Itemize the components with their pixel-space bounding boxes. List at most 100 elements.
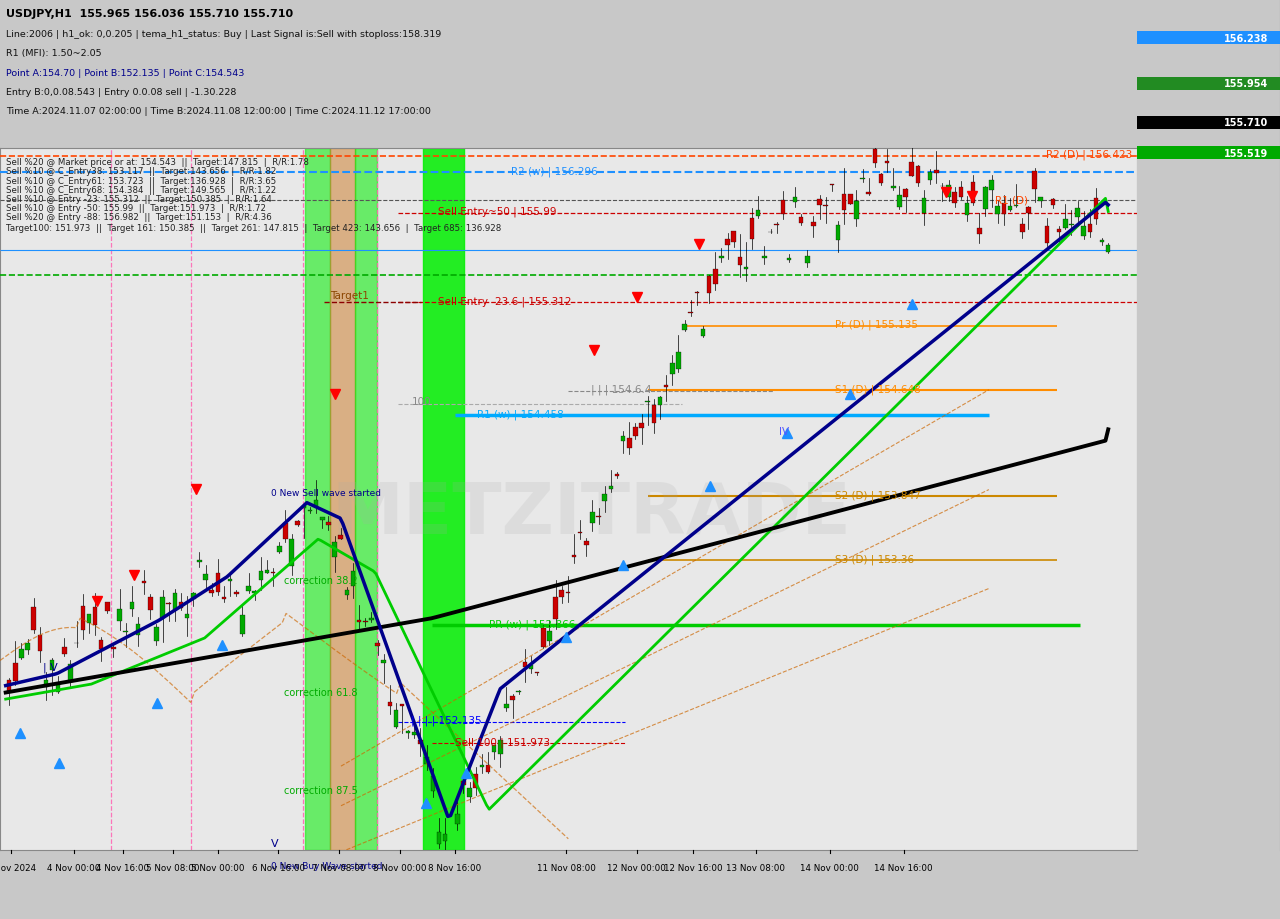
FancyBboxPatch shape bbox=[1137, 147, 1280, 160]
Bar bbox=[621, 437, 626, 442]
Bar bbox=[664, 386, 668, 388]
Bar bbox=[276, 546, 282, 552]
Bar bbox=[412, 732, 416, 735]
Bar bbox=[639, 424, 644, 429]
Bar bbox=[977, 229, 982, 235]
Text: 4 Nov 00:00: 4 Nov 00:00 bbox=[47, 863, 101, 872]
Bar bbox=[1075, 209, 1080, 218]
Bar bbox=[1069, 225, 1074, 226]
Bar bbox=[934, 170, 938, 174]
Bar bbox=[136, 624, 141, 635]
Bar bbox=[910, 163, 914, 177]
Bar bbox=[1082, 227, 1085, 237]
Bar bbox=[584, 542, 589, 546]
Bar bbox=[302, 506, 306, 508]
Bar bbox=[608, 487, 613, 489]
Bar bbox=[326, 522, 330, 525]
Bar bbox=[474, 774, 477, 788]
Bar bbox=[1062, 220, 1068, 229]
Bar bbox=[44, 681, 49, 687]
Bar bbox=[13, 664, 18, 681]
Bar bbox=[559, 590, 564, 597]
Text: R2 (D) | 156.423: R2 (D) | 156.423 bbox=[1046, 150, 1132, 160]
Text: correction 87.5: correction 87.5 bbox=[284, 785, 358, 795]
Bar bbox=[123, 631, 128, 632]
Bar bbox=[234, 593, 238, 595]
Bar bbox=[443, 834, 447, 841]
Bar bbox=[873, 150, 877, 164]
Bar bbox=[504, 704, 508, 709]
Bar bbox=[307, 510, 312, 512]
Bar bbox=[283, 524, 288, 539]
Bar bbox=[781, 200, 785, 215]
Bar bbox=[388, 702, 392, 706]
Bar bbox=[614, 474, 620, 477]
Bar bbox=[344, 590, 349, 596]
Bar bbox=[1051, 200, 1055, 206]
Bar bbox=[891, 187, 896, 188]
Bar bbox=[333, 542, 337, 557]
Bar bbox=[68, 664, 73, 682]
Bar bbox=[829, 185, 835, 186]
Bar bbox=[259, 572, 264, 581]
Bar bbox=[904, 190, 908, 198]
Bar bbox=[719, 257, 723, 259]
Bar bbox=[406, 732, 411, 733]
Bar bbox=[289, 539, 294, 566]
Bar bbox=[731, 232, 736, 243]
Bar bbox=[787, 258, 791, 261]
Bar bbox=[522, 662, 527, 668]
Bar bbox=[26, 643, 29, 651]
Text: | V: | V bbox=[44, 662, 58, 673]
Text: 1 Nov 2024: 1 Nov 2024 bbox=[0, 863, 36, 872]
Bar bbox=[1014, 205, 1019, 207]
Text: 0 New Buy Wave started: 0 New Buy Wave started bbox=[270, 861, 381, 869]
Bar bbox=[296, 522, 300, 526]
Text: R2 (w) | 156.296: R2 (w) | 156.296 bbox=[512, 166, 598, 176]
Text: S2 (D) | 153.847: S2 (D) | 153.847 bbox=[836, 490, 922, 500]
Bar bbox=[946, 186, 951, 198]
Bar bbox=[1044, 227, 1050, 244]
Bar bbox=[320, 518, 325, 520]
Bar bbox=[842, 195, 846, 210]
Bar bbox=[792, 199, 797, 202]
FancyBboxPatch shape bbox=[1137, 117, 1280, 130]
Bar bbox=[191, 594, 196, 599]
Text: 5 Nov 00:00: 5 Nov 00:00 bbox=[192, 863, 244, 872]
Bar bbox=[118, 609, 122, 621]
Text: | | | 154.6.4: | | | 154.6.4 bbox=[591, 384, 652, 395]
Bar bbox=[897, 196, 901, 208]
Bar bbox=[1106, 246, 1111, 253]
Bar bbox=[879, 176, 883, 184]
Bar bbox=[700, 330, 705, 337]
Bar bbox=[812, 222, 815, 227]
Bar bbox=[669, 364, 675, 375]
Text: 11 Nov 08:00: 11 Nov 08:00 bbox=[536, 863, 595, 872]
Bar bbox=[63, 647, 67, 654]
Text: Entry B:0,0.08.543 | Entry 0.0.08 sell | -1.30.228: Entry B:0,0.08.543 | Entry 0.0.08 sell |… bbox=[5, 88, 236, 96]
Text: Time A:2024.11.07 02:00:00 | Time B:2024.11.08 12:00:00 | Time C:2024.11.12 17:0: Time A:2024.11.07 02:00:00 | Time B:2024… bbox=[5, 108, 430, 116]
Text: R1 (w) | 154.458: R1 (w) | 154.458 bbox=[477, 409, 564, 419]
Bar bbox=[689, 312, 692, 313]
Bar bbox=[737, 257, 742, 266]
Bar bbox=[1088, 224, 1092, 233]
Text: V: V bbox=[270, 838, 278, 848]
Bar bbox=[1038, 198, 1043, 202]
Text: Sell %10 @ Entry -23: 155.312  ||  Target:150.385  |  R/R:1.64: Sell %10 @ Entry -23: 155.312 || Target:… bbox=[6, 195, 273, 204]
Text: Point A:154.70 | Point B:152.135 | Point C:154.543: Point A:154.70 | Point B:152.135 | Point… bbox=[5, 69, 244, 77]
Bar bbox=[6, 681, 12, 691]
Bar bbox=[486, 766, 490, 772]
Text: R1 (MFI): 1.50~2.05: R1 (MFI): 1.50~2.05 bbox=[5, 49, 101, 58]
Bar bbox=[603, 494, 607, 502]
Text: 156.238: 156.238 bbox=[1224, 34, 1268, 44]
Text: 12 Nov 00:00: 12 Nov 00:00 bbox=[607, 863, 666, 872]
Bar bbox=[246, 586, 251, 592]
Text: IV: IV bbox=[778, 426, 788, 437]
Bar bbox=[596, 516, 600, 517]
Bar bbox=[461, 781, 466, 785]
Text: correction 38.2: correction 38.2 bbox=[284, 575, 358, 585]
Bar bbox=[87, 615, 91, 623]
Text: Sell 100 | 151.973: Sell 100 | 151.973 bbox=[454, 737, 550, 747]
Bar bbox=[511, 696, 515, 700]
Bar bbox=[338, 536, 343, 539]
